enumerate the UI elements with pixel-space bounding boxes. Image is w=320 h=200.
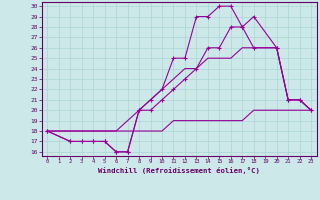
X-axis label: Windchill (Refroidissement éolien,°C): Windchill (Refroidissement éolien,°C) <box>98 167 260 174</box>
